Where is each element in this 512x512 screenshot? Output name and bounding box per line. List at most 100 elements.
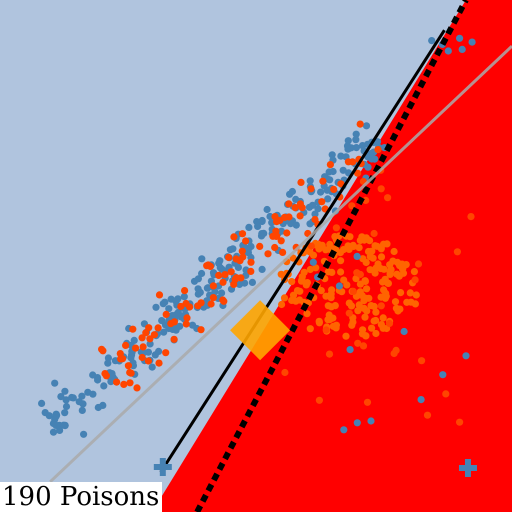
data-point xyxy=(306,265,314,274)
data-point xyxy=(380,286,388,294)
data-point xyxy=(442,390,450,398)
data-point xyxy=(368,324,376,332)
data-point xyxy=(356,280,364,288)
data-point xyxy=(100,382,108,390)
data-point xyxy=(387,266,395,274)
data-point xyxy=(138,353,146,362)
data-point xyxy=(154,324,162,332)
data-point xyxy=(410,268,418,276)
data-point xyxy=(393,270,401,278)
data-point xyxy=(256,242,264,250)
data-point xyxy=(148,363,156,371)
data-point xyxy=(288,278,296,286)
data-point xyxy=(397,289,405,297)
data-point xyxy=(278,300,286,309)
data-points xyxy=(38,34,476,438)
data-point xyxy=(317,287,325,295)
data-point xyxy=(306,177,314,185)
data-point xyxy=(362,234,370,242)
data-point xyxy=(186,303,194,311)
data-point xyxy=(144,357,152,365)
data-point xyxy=(390,247,398,256)
data-point xyxy=(52,410,60,418)
data-point xyxy=(155,347,163,355)
data-point xyxy=(303,279,311,287)
data-point xyxy=(307,242,315,250)
data-point xyxy=(181,287,189,295)
data-point xyxy=(174,308,182,316)
data-point xyxy=(329,167,337,176)
data-point xyxy=(406,289,414,297)
data-point xyxy=(444,47,452,55)
data-point xyxy=(288,296,296,304)
data-point xyxy=(80,430,88,438)
data-point xyxy=(384,194,392,202)
data-point xyxy=(216,257,224,265)
data-point xyxy=(403,298,411,306)
data-point xyxy=(227,268,235,276)
data-point xyxy=(462,352,470,360)
data-point xyxy=(337,180,345,188)
data-point xyxy=(359,255,367,263)
data-point xyxy=(129,362,137,370)
data-point xyxy=(352,136,360,144)
data-point xyxy=(273,218,281,226)
data-point xyxy=(355,244,363,252)
data-point xyxy=(283,229,291,237)
data-point xyxy=(297,178,305,186)
data-point xyxy=(277,270,285,278)
data-point xyxy=(258,265,266,273)
data-point xyxy=(247,258,255,266)
data-point xyxy=(467,213,475,221)
data-point xyxy=(230,233,238,241)
data-point xyxy=(219,278,227,286)
data-point xyxy=(51,379,59,387)
data-point xyxy=(264,250,272,258)
data-point xyxy=(170,335,178,343)
data-point xyxy=(396,305,404,313)
data-point xyxy=(138,334,146,342)
data-point xyxy=(296,212,304,220)
data-point xyxy=(368,247,376,255)
data-point xyxy=(104,354,112,362)
data-point xyxy=(126,379,134,387)
data-point xyxy=(94,376,102,384)
data-point xyxy=(297,277,306,285)
data-point xyxy=(291,204,299,212)
data-point xyxy=(418,357,426,365)
data-point xyxy=(218,289,226,297)
data-point xyxy=(370,229,378,238)
data-point xyxy=(176,322,184,330)
data-point xyxy=(468,38,476,46)
data-point xyxy=(306,325,314,333)
data-point xyxy=(417,396,425,404)
data-point xyxy=(344,158,352,166)
data-point xyxy=(62,402,71,411)
data-point xyxy=(194,302,202,310)
data-point xyxy=(423,411,432,419)
data-point xyxy=(57,393,65,401)
data-point xyxy=(349,318,357,326)
data-point xyxy=(411,276,419,284)
data-point xyxy=(258,217,266,226)
data-point xyxy=(411,300,419,308)
data-point xyxy=(124,362,132,370)
data-point xyxy=(362,196,370,204)
data-point xyxy=(456,418,464,426)
data-point xyxy=(146,340,154,348)
data-point xyxy=(61,387,69,395)
data-point xyxy=(374,146,382,154)
data-point xyxy=(349,287,357,295)
data-point xyxy=(414,260,423,268)
data-point xyxy=(312,264,320,272)
data-point xyxy=(190,277,199,285)
data-point xyxy=(232,274,241,282)
data-point xyxy=(354,339,362,347)
data-point xyxy=(356,120,364,128)
data-point xyxy=(311,210,319,218)
data-point xyxy=(326,240,334,248)
data-point xyxy=(161,298,169,306)
data-point xyxy=(360,304,368,312)
data-point xyxy=(52,421,60,429)
data-point xyxy=(89,371,97,379)
